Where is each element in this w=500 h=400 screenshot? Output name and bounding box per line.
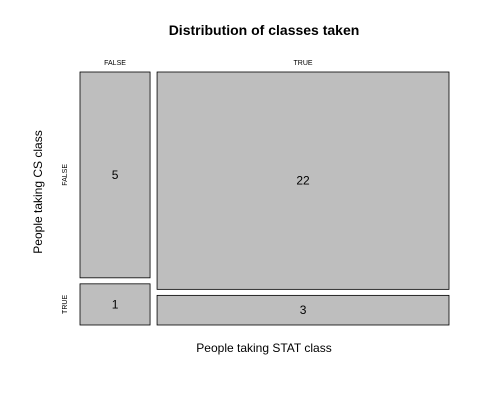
x-axis-label: People taking STAT class [196,341,331,355]
cell-count-label: 5 [112,168,119,182]
mosaic-tile-true-false [156,71,450,290]
x-level-label-false: FALSE [104,60,126,67]
y-level-label-false: FALSE [62,164,69,186]
chart-title: Distribution of classes taken [169,22,360,38]
mosaic-tile-false-true [79,283,151,326]
mosaic-tiles: 5 1 22 3 [79,71,450,326]
x-level-label-true: TRUE [294,60,313,67]
y-level-labels: FALSE TRUE [62,164,69,314]
cell-count-label: 1 [112,297,119,311]
x-level-labels: FALSE TRUE [104,60,313,67]
cell-count-label: 3 [300,303,307,317]
mosaic-tile-false-false [79,71,151,279]
mosaic-tile-true-true [156,294,450,326]
y-axis-label: People taking CS class [31,130,45,253]
y-level-label-true: TRUE [62,295,69,314]
cell-count-label: 22 [296,174,310,188]
